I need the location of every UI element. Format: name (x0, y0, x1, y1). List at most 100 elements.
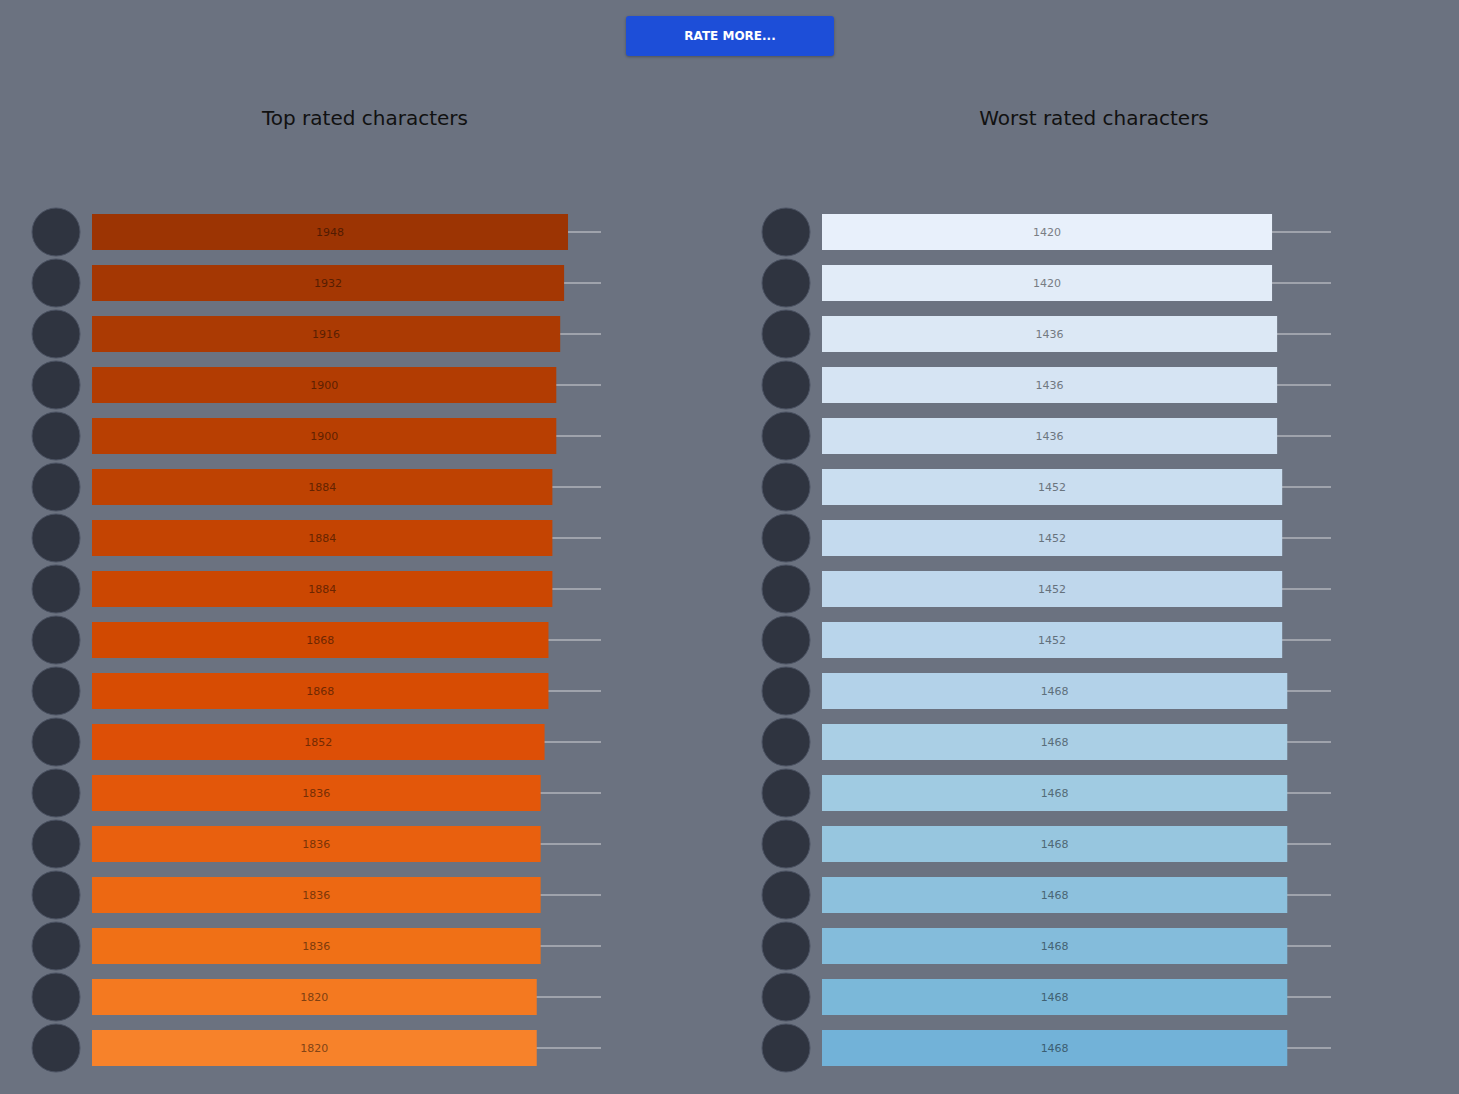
bar (92, 979, 537, 1015)
bar (822, 673, 1287, 709)
data-label: 1836 (302, 940, 330, 953)
bar (822, 775, 1287, 811)
avatar (32, 718, 80, 766)
avatar (762, 667, 810, 715)
bar (92, 316, 560, 352)
avatar (762, 1024, 810, 1072)
bar (92, 520, 552, 556)
bar (822, 877, 1287, 913)
bar (822, 418, 1277, 454)
data-label: 1884 (308, 583, 336, 596)
avatar (32, 463, 80, 511)
bar (92, 469, 552, 505)
bar (92, 571, 552, 607)
data-label: 1452 (1038, 634, 1066, 647)
avatar (32, 769, 80, 817)
bar (92, 877, 541, 913)
avatar (32, 871, 80, 919)
bar (92, 367, 556, 403)
avatar (32, 616, 80, 664)
bar (92, 928, 541, 964)
avatar (32, 259, 80, 307)
data-label: 1420 (1033, 277, 1061, 290)
bar (822, 469, 1282, 505)
data-label: 1820 (300, 1042, 328, 1055)
bar (822, 1030, 1287, 1066)
rate-more-button[interactable]: RATE MORE... (626, 16, 834, 56)
data-label: 1468 (1041, 1042, 1069, 1055)
bar (822, 622, 1282, 658)
bar (92, 724, 545, 760)
bar (92, 826, 541, 862)
avatar (32, 667, 80, 715)
data-label: 1836 (302, 889, 330, 902)
data-label: 1468 (1041, 736, 1069, 749)
bar (92, 622, 548, 658)
avatar (762, 922, 810, 970)
avatar (762, 463, 810, 511)
bar (822, 928, 1287, 964)
chart-title: Top rated characters (261, 106, 468, 130)
plot-area (822, 214, 1331, 1066)
data-label: 1836 (302, 787, 330, 800)
avatar (32, 412, 80, 460)
data-label: 1916 (312, 328, 340, 341)
data-label: 1436 (1036, 328, 1064, 341)
bar (822, 724, 1287, 760)
data-label: 1868 (306, 685, 334, 698)
avatar (32, 565, 80, 613)
chart-title: Worst rated characters (979, 106, 1209, 130)
data-labels: 1948193219161900190018841884188418681868… (300, 226, 344, 1055)
bar (822, 979, 1287, 1015)
data-label: 1452 (1038, 583, 1066, 596)
avatars (32, 208, 80, 1072)
data-label: 1948 (316, 226, 344, 239)
avatar (762, 259, 810, 307)
bar (822, 571, 1282, 607)
data-label: 1420 (1033, 226, 1061, 239)
avatars (762, 208, 810, 1072)
data-label: 1436 (1036, 430, 1064, 443)
avatar (32, 922, 80, 970)
bar (822, 316, 1277, 352)
avatar (762, 820, 810, 868)
avatar (762, 769, 810, 817)
avatar (762, 565, 810, 613)
avatar (762, 616, 810, 664)
data-label: 1932 (314, 277, 342, 290)
bar (92, 265, 564, 301)
bar (92, 775, 541, 811)
data-label: 1436 (1036, 379, 1064, 392)
bar (92, 418, 556, 454)
avatar (32, 1024, 80, 1072)
data-label: 1468 (1041, 838, 1069, 851)
bar (822, 520, 1282, 556)
bar (92, 673, 548, 709)
avatar (762, 208, 810, 256)
data-label: 1852 (304, 736, 332, 749)
avatar (32, 973, 80, 1021)
avatar (32, 361, 80, 409)
avatar (32, 820, 80, 868)
avatar (762, 514, 810, 562)
plot-area (92, 214, 601, 1066)
data-label: 1468 (1041, 685, 1069, 698)
data-label: 1820 (300, 991, 328, 1004)
avatar (32, 514, 80, 562)
data-label: 1452 (1038, 532, 1066, 545)
chart: Worst rated characters142014201436143614… (762, 106, 1331, 1072)
bar (822, 265, 1272, 301)
data-label: 1468 (1041, 940, 1069, 953)
avatar (32, 310, 80, 358)
bar (92, 1030, 537, 1066)
avatar (762, 973, 810, 1021)
data-label: 1468 (1041, 889, 1069, 902)
data-label: 1900 (310, 430, 338, 443)
data-label: 1452 (1038, 481, 1066, 494)
bar (822, 826, 1287, 862)
data-labels: 1420 1420 1436 1436 1436 1452 1452 1452 1452 1468… (1033, 226, 1069, 1055)
data-label: 1900 (310, 379, 338, 392)
charts: Top rated characters 1948 1932 1916 1900 1900… (0, 0, 1459, 1094)
chart: Top rated characters 1948 1932 1916 1900 1900… (32, 106, 601, 1072)
avatar (762, 412, 810, 460)
